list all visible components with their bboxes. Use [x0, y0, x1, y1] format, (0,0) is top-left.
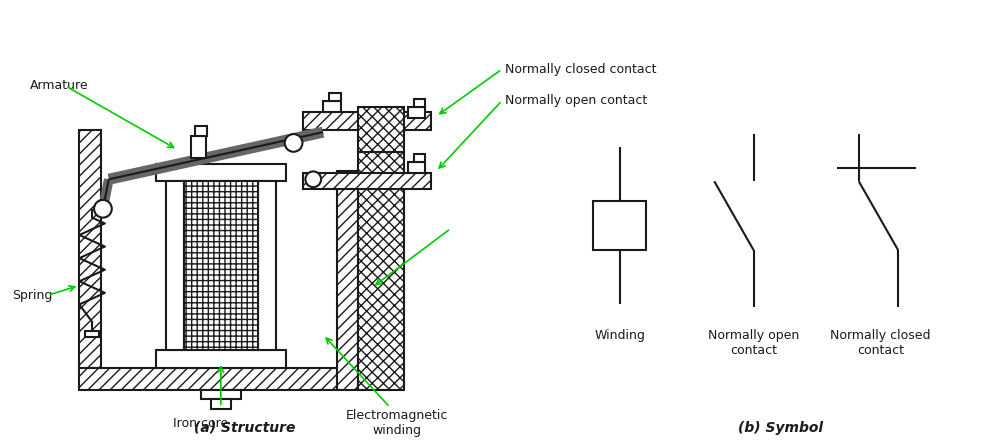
Bar	[358, 152, 404, 390]
Bar	[156, 350, 286, 368]
Bar	[258, 181, 276, 350]
Text: Spring: Spring	[12, 289, 53, 302]
Text: Electromagnetic
winding: Electromagnetic winding	[346, 409, 448, 437]
Bar	[414, 154, 425, 161]
Bar	[85, 331, 99, 336]
Text: (b) Symbol: (b) Symbol	[738, 421, 823, 435]
Bar	[323, 101, 341, 112]
Bar	[191, 136, 206, 158]
Bar	[79, 368, 337, 390]
Bar	[414, 99, 425, 107]
Circle shape	[285, 134, 302, 152]
Bar	[408, 161, 425, 173]
Bar	[303, 112, 431, 130]
Text: Normally open contact: Normally open contact	[505, 94, 647, 107]
Text: Iron core: Iron core	[173, 417, 228, 430]
Bar	[195, 126, 207, 136]
Text: (a) Structure: (a) Structure	[194, 421, 295, 435]
Bar	[408, 107, 425, 118]
Bar	[303, 173, 431, 189]
Bar	[329, 93, 341, 101]
Bar	[211, 400, 231, 409]
Text: Armature: Armature	[30, 79, 89, 93]
Bar	[184, 181, 258, 350]
Bar	[79, 130, 101, 368]
Text: Normally closed contact: Normally closed contact	[505, 63, 656, 76]
Bar	[593, 201, 646, 250]
Bar	[156, 164, 286, 181]
Text: Normally closed
contact: Normally closed contact	[830, 329, 931, 357]
Bar	[166, 181, 184, 350]
Text: Normally open
contact: Normally open contact	[708, 329, 799, 357]
Circle shape	[305, 172, 321, 187]
Bar	[201, 390, 241, 400]
Bar	[358, 107, 404, 152]
Bar	[337, 172, 358, 390]
Circle shape	[94, 200, 112, 217]
Text: Winding: Winding	[594, 329, 645, 342]
